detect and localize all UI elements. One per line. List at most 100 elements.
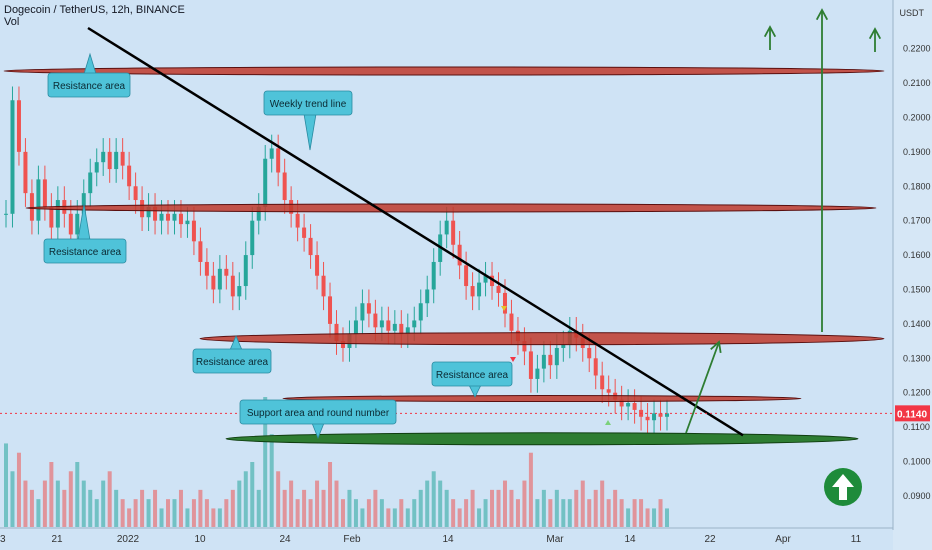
volume-bar — [457, 508, 462, 527]
volume-bar — [509, 489, 514, 527]
y-tick-label: 0.2100 — [903, 78, 931, 88]
candle-body — [451, 220, 456, 245]
x-tick-label: Apr — [775, 534, 791, 545]
candle-body — [94, 162, 99, 173]
candle-body — [502, 292, 507, 314]
callout-resistance-small: Resistance area — [431, 361, 513, 398]
volume-bar — [166, 499, 171, 527]
candle-body — [328, 296, 333, 324]
callout-text: Resistance area — [436, 370, 509, 381]
candle-body — [535, 368, 540, 379]
volume-bar — [36, 499, 41, 527]
price-axis-panel — [893, 0, 932, 550]
volume-bar — [548, 499, 553, 527]
volume-bar — [431, 471, 436, 527]
candle-body — [470, 286, 475, 297]
candle-body — [541, 354, 546, 369]
candle-body — [626, 403, 631, 407]
x-tick-label: 2022 — [117, 534, 140, 545]
candle-body — [204, 261, 209, 276]
volume-bar — [295, 499, 300, 527]
candle-body — [522, 341, 527, 352]
candle-body — [315, 255, 320, 276]
volume-bar — [502, 480, 507, 527]
volume-bar — [153, 489, 158, 527]
candle-body — [600, 375, 605, 390]
volume-bar — [593, 489, 598, 527]
candle-body — [360, 303, 365, 321]
volume-bar — [217, 508, 222, 527]
volume-bar — [632, 499, 637, 527]
volume-bar — [250, 462, 255, 527]
callout-support: Support area and round number — [239, 399, 397, 440]
volume-bar — [49, 462, 54, 527]
volume-bar — [88, 489, 93, 527]
volume-bar — [16, 452, 21, 527]
volume-bar — [224, 499, 229, 527]
volume-bar — [140, 489, 145, 527]
candle-body — [55, 200, 60, 228]
current-price-tag — [895, 405, 930, 422]
candle-body — [269, 148, 274, 159]
volume-bar — [68, 471, 73, 527]
x-tick-label: 24 — [279, 534, 291, 545]
callout-text: Resistance area — [53, 81, 126, 92]
candle-body — [224, 268, 229, 276]
volume-bar — [321, 489, 326, 527]
candle-body — [528, 351, 533, 379]
y-tick-label: 0.1100 — [903, 422, 930, 432]
volume-bar — [198, 489, 203, 527]
volume-bar — [230, 489, 235, 527]
volume-bar — [451, 499, 456, 527]
callout-text: Weekly trend line — [270, 99, 347, 110]
volume-bar — [107, 471, 112, 527]
x-tick-label: 22 — [704, 534, 716, 545]
volume-bar — [522, 480, 527, 527]
candle-body — [230, 275, 235, 297]
candle-body — [399, 323, 404, 335]
volume-label: Vol — [4, 16, 20, 28]
y-tick-label: 0.1200 — [903, 388, 931, 398]
projection-arrow — [685, 341, 720, 434]
volume-bar — [256, 489, 261, 527]
y-tick-label: 0.1700 — [903, 216, 931, 226]
candle-body — [166, 213, 171, 221]
candle-body — [645, 416, 650, 421]
volume-bar — [567, 499, 572, 527]
candle-body — [496, 286, 501, 293]
volume-bar — [554, 489, 559, 527]
callout-resistance-mid: Resistance area — [43, 203, 127, 264]
volume-bar — [94, 499, 99, 527]
volume-bar — [470, 489, 475, 527]
volume-bar — [496, 489, 501, 527]
candle-body — [4, 213, 8, 215]
candle-body — [107, 151, 112, 170]
y-tick-label: 0.1500 — [903, 284, 931, 294]
x-tick-label: 21 — [51, 534, 63, 545]
volume-bar — [658, 499, 663, 527]
volume-bar — [587, 499, 592, 527]
candle-body — [16, 100, 21, 152]
candle-body — [509, 313, 514, 331]
candle-body — [101, 151, 106, 163]
volume-bar — [204, 499, 209, 527]
volume-bar — [600, 480, 605, 527]
volume-bar — [665, 508, 669, 527]
y-tick-label: 0.1600 — [903, 250, 931, 260]
callout-text: Support area and round number — [247, 408, 390, 419]
volume-bar — [418, 489, 423, 527]
candle-body — [425, 289, 430, 304]
candle-body — [587, 347, 592, 359]
candle-body — [379, 320, 384, 328]
volume-bar — [334, 480, 339, 527]
candle-body — [178, 213, 183, 225]
resistance-zone — [25, 203, 877, 213]
volume-bar — [289, 480, 294, 527]
volume-bar — [379, 499, 384, 527]
volume-bar — [302, 489, 307, 527]
candle-body — [665, 413, 669, 417]
volume-bar — [101, 480, 106, 527]
candle-body — [10, 100, 15, 214]
volume-bar — [75, 462, 80, 527]
